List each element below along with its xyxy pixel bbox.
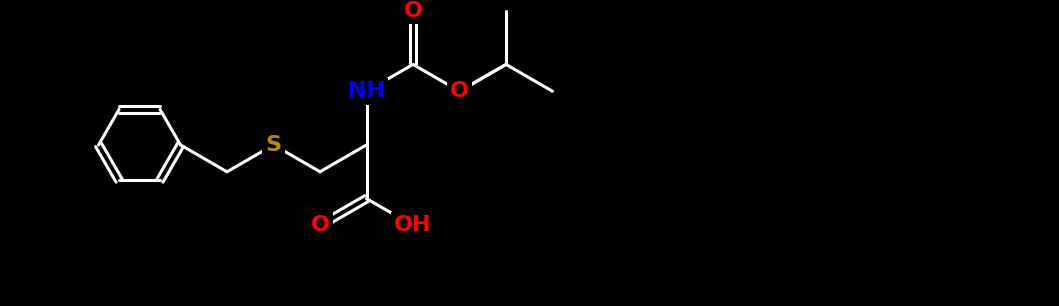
Text: S: S (266, 135, 282, 155)
Text: OH: OH (394, 215, 432, 236)
Text: O: O (450, 81, 469, 101)
Text: O: O (310, 215, 329, 236)
Text: NH: NH (348, 81, 385, 101)
Text: O: O (403, 1, 423, 21)
